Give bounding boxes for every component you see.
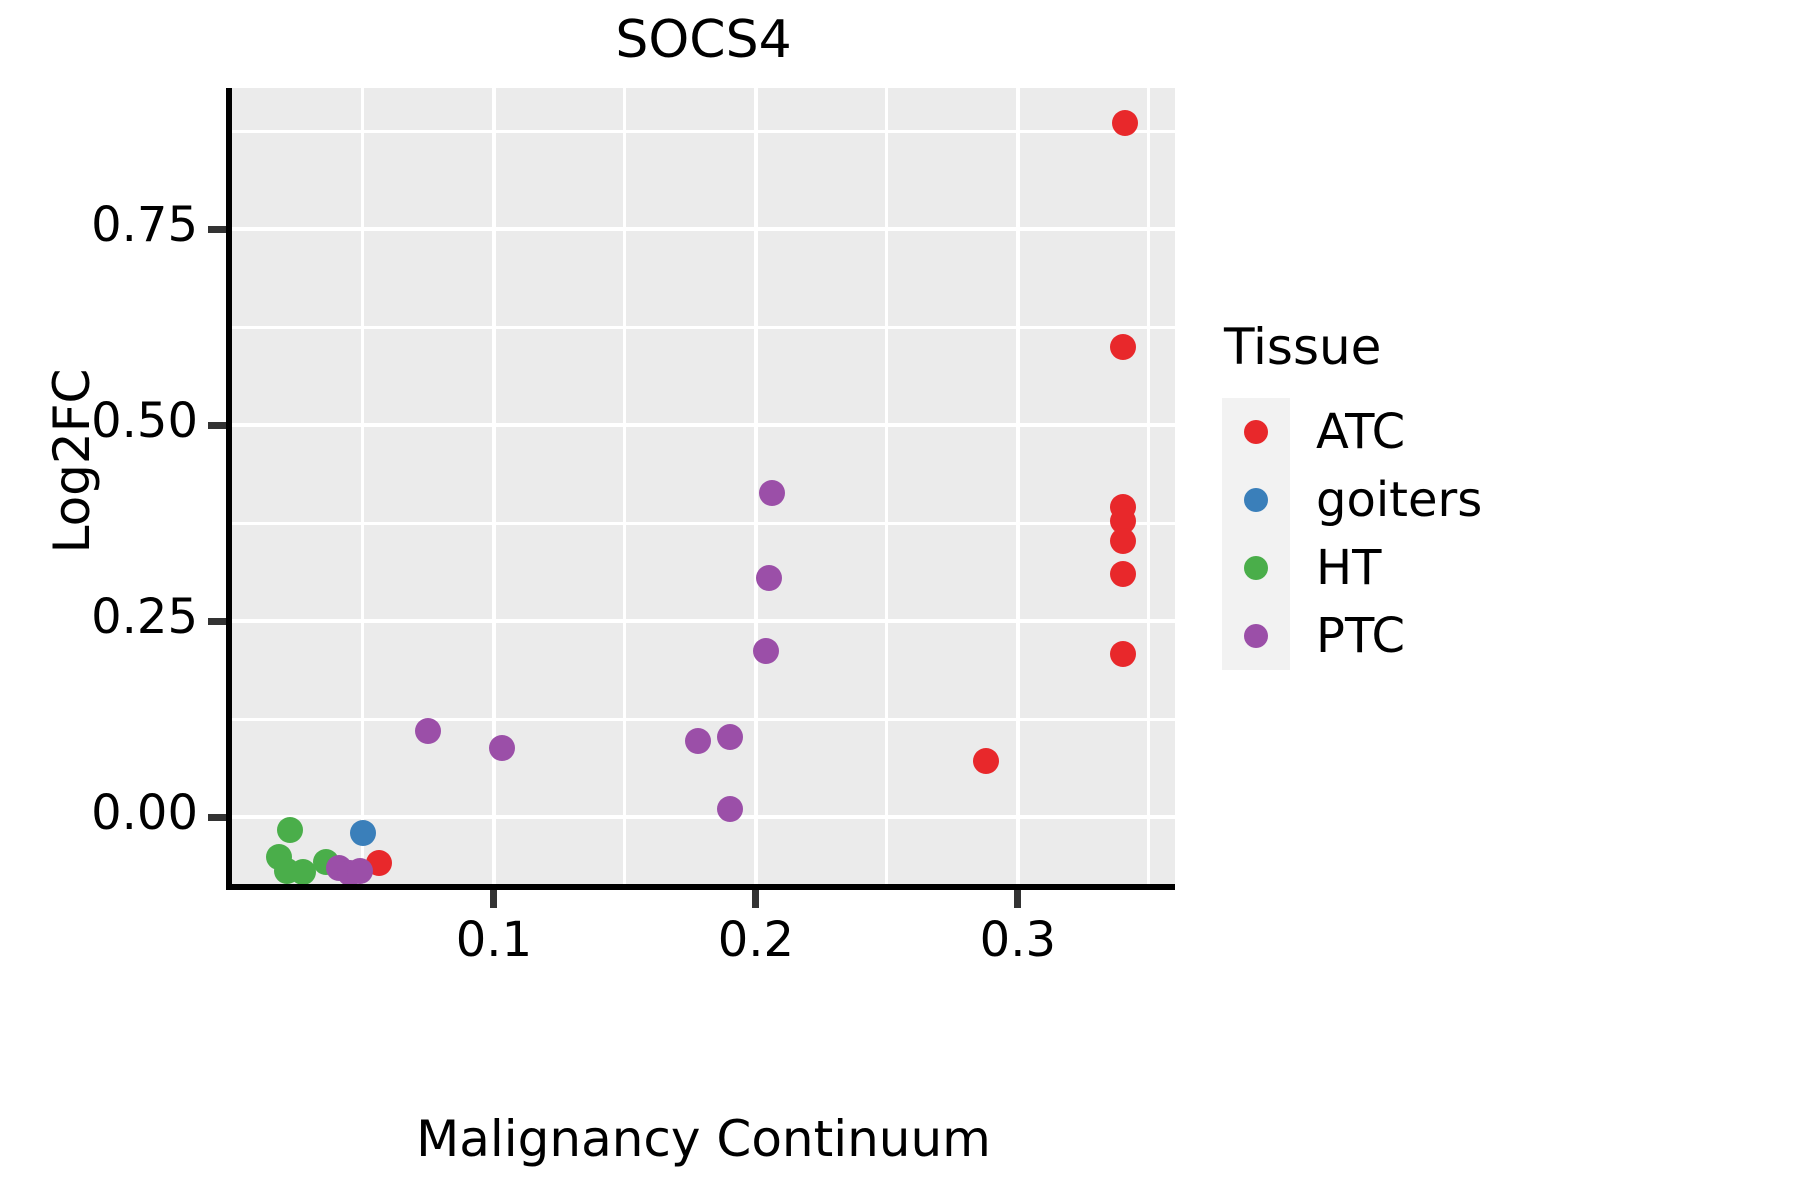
legend-key [1222,602,1290,670]
gridline-y-minor [232,717,1175,721]
x-tick-mark [1014,890,1022,908]
legend-dot-icon [1244,624,1268,648]
y-tick-label: 0.75 [91,197,198,254]
x-tick-label: 0.3 [979,912,1056,968]
legend-item-ptc[interactable]: PTC [1222,602,1482,670]
y-tick-label: 0.50 [91,393,198,450]
x-tick-mark [490,890,498,908]
x-tick-label: 0.2 [717,912,795,968]
data-point-ptc [753,638,780,665]
legend-item-atc[interactable]: ATC [1222,398,1482,466]
x-axis-title: Malignancy Continuum [416,1110,991,1168]
y-tick-label: 0.25 [91,589,198,646]
gridline-x-major [753,88,758,888]
y-axis-title: Log2FC [43,368,101,554]
legend-key [1222,398,1290,466]
legend-item-label: HT [1316,540,1382,596]
plot-panel [232,88,1175,888]
gridline-x-minor [1147,88,1151,888]
y-tick-mark [208,813,226,821]
gridline-y-major [232,227,1175,232]
y-tick-mark [208,617,226,625]
legend-item-label: PTC [1316,608,1405,664]
data-point-ptc [716,795,743,822]
page-title: SOCS4 [615,10,792,70]
data-point-ptc [415,718,442,745]
legend-item-goiters[interactable]: goiters [1222,466,1482,534]
data-point-atc [973,747,1000,774]
y-tick-mark [208,225,226,233]
legend-items: ATC goiters HT PTC [1222,398,1482,670]
data-point-atc [1109,333,1136,360]
legend: Tissue ATC goiters HT PTC [1222,318,1622,670]
legend-item-label: goiters [1316,472,1483,528]
x-tick-mark [752,890,760,908]
legend-title: Tissue [1224,318,1382,376]
data-point-ht [289,859,316,886]
gridline-x-major [1015,88,1020,888]
data-point-ptc [755,565,782,592]
legend-item-label: ATC [1316,404,1406,460]
data-point-ht [276,816,303,843]
gridline-y-major [232,815,1175,820]
data-point-ptc [488,734,515,761]
gridline-y-minor [232,129,1175,133]
gridline-x-minor [361,88,365,888]
data-point-atc [1109,528,1136,555]
data-point-atc [1109,641,1136,668]
data-point-ptc [716,724,743,751]
x-axis-line [226,884,1175,890]
y-axis-line [226,88,232,890]
gridline-y-minor [232,325,1175,329]
legend-dot-icon [1244,488,1268,512]
data-point-goiters [349,820,376,847]
data-point-ptc [758,480,785,507]
x-tick-label: 0.1 [455,912,533,968]
data-point-ptc [347,857,374,884]
legend-item-ht[interactable]: HT [1222,534,1482,602]
legend-dot-icon [1244,420,1268,444]
y-tick-label: 0.00 [91,785,198,842]
data-point-atc [1112,110,1139,137]
legend-key [1222,466,1290,534]
gridline-y-major [232,619,1175,624]
legend-key [1222,534,1290,602]
gridline-y-major [232,423,1175,428]
y-tick-mark [208,421,226,429]
data-point-ptc [685,727,712,754]
gridline-x-minor [885,88,889,888]
legend-dot-icon [1244,556,1268,580]
data-point-atc [1109,561,1136,588]
gridline-x-major [491,88,496,888]
gridline-y-minor [232,521,1175,525]
gridline-x-minor [623,88,627,888]
